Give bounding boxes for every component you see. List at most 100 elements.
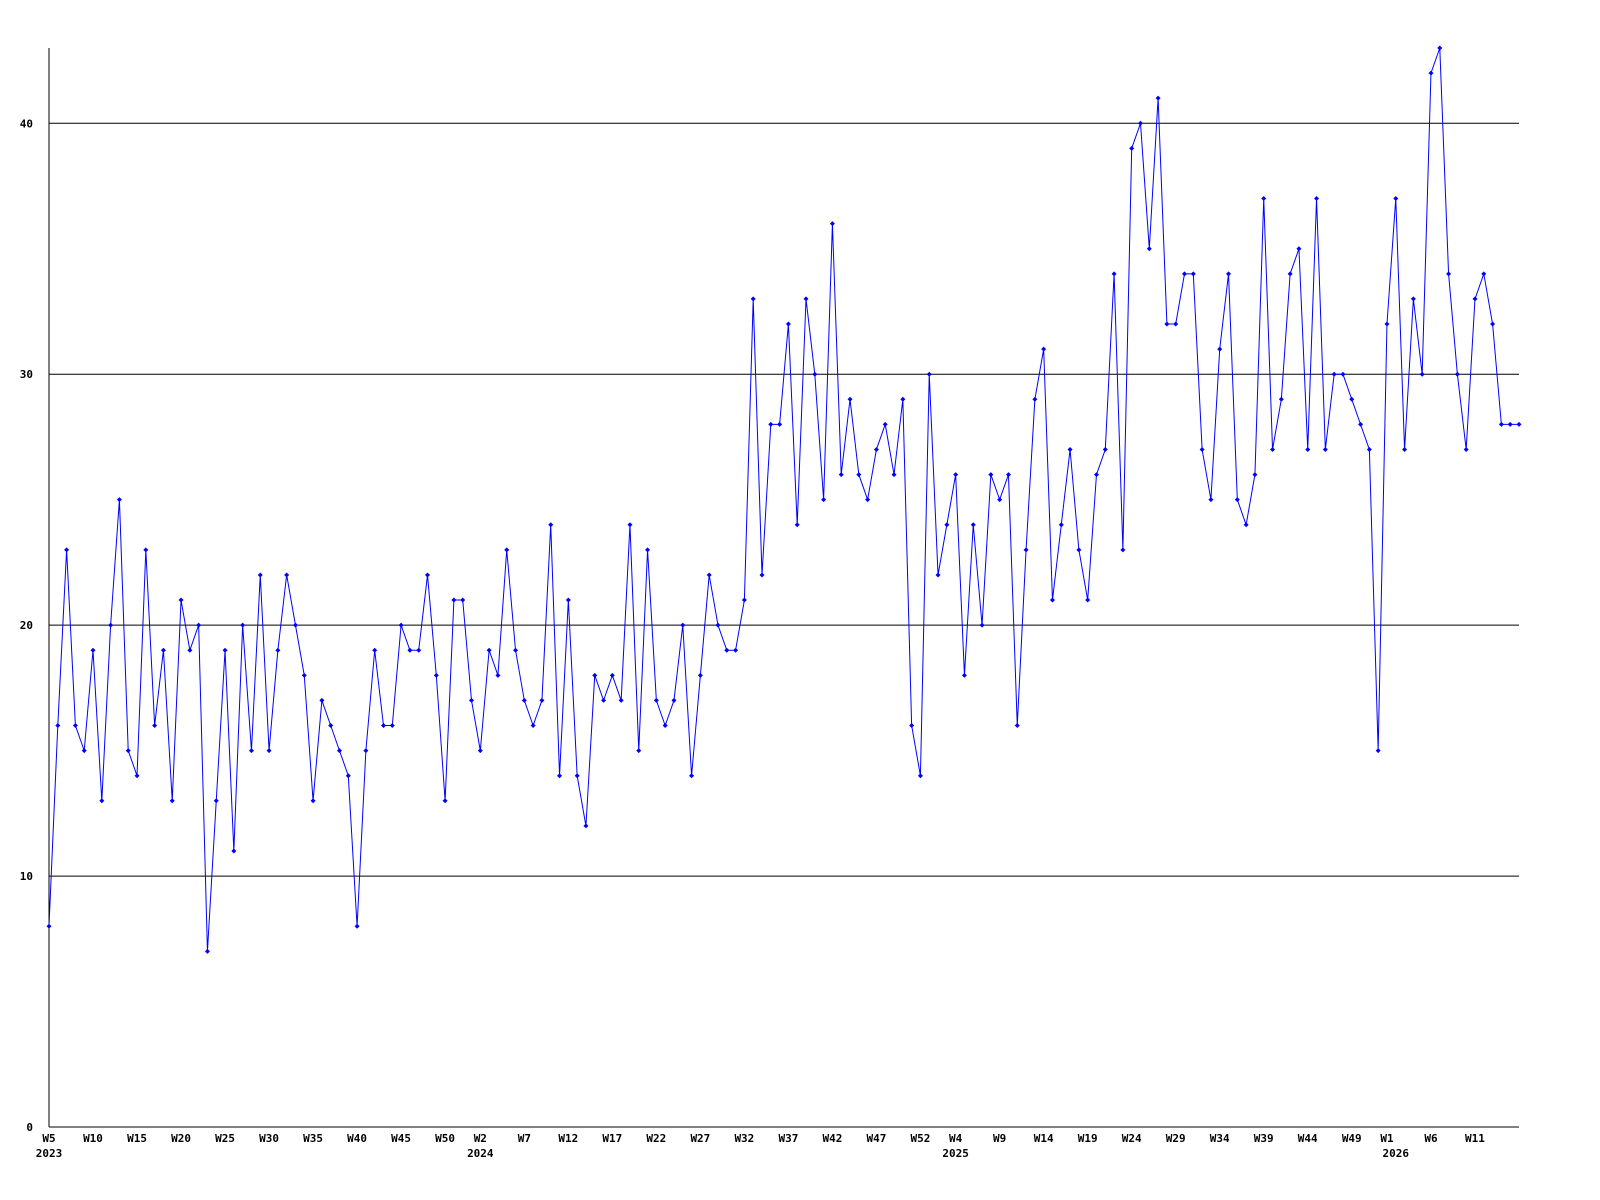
data-point <box>372 647 378 653</box>
data-point <box>134 773 140 779</box>
data-point <box>645 547 651 553</box>
data-point <box>1085 597 1091 603</box>
data-point <box>196 622 202 628</box>
data-point <box>425 572 431 578</box>
data-point <box>1129 145 1135 151</box>
data-point <box>284 572 290 578</box>
x-tick-label: W39 <box>1254 1132 1274 1145</box>
data-point <box>143 547 149 553</box>
data-point <box>433 672 439 678</box>
x-year-label: 2025 <box>942 1147 969 1160</box>
x-tick-label: W20 <box>171 1132 191 1145</box>
data-point <box>1137 120 1143 126</box>
data-point <box>46 923 52 929</box>
data-point <box>1331 371 1337 377</box>
data-point <box>1252 472 1258 478</box>
data-point <box>970 522 976 528</box>
data-point <box>116 497 122 503</box>
data-point <box>1155 95 1161 101</box>
x-tick-label: W9 <box>993 1132 1006 1145</box>
y-tick-label: 30 <box>20 368 33 381</box>
data-point <box>213 798 219 804</box>
data-point <box>1366 446 1372 452</box>
data-point <box>750 296 756 302</box>
data-point <box>1005 472 1011 478</box>
data-point <box>944 522 950 528</box>
data-point <box>1217 346 1223 352</box>
data-point <box>812 371 818 377</box>
data-point <box>1014 723 1020 729</box>
x-year-label: 2026 <box>1383 1147 1410 1160</box>
data-point <box>1358 421 1364 427</box>
data-point <box>1146 246 1152 252</box>
data-point <box>900 396 906 402</box>
data-point <box>460 597 466 603</box>
data-point <box>108 622 114 628</box>
data-point <box>336 748 342 754</box>
data-point <box>557 773 563 779</box>
data-point <box>1261 196 1267 202</box>
data-point <box>521 697 527 703</box>
data-point <box>1243 522 1249 528</box>
data-point <box>891 472 897 478</box>
data-line <box>48 47 1519 952</box>
data-point <box>548 522 554 528</box>
data-point <box>319 697 325 703</box>
data-point <box>248 748 254 754</box>
data-point <box>636 748 642 754</box>
x-tick-label: W7 <box>518 1132 531 1145</box>
data-point <box>72 723 78 729</box>
x-tick-label: W10 <box>83 1132 103 1145</box>
data-point <box>1023 547 1029 553</box>
x-tick-label: W42 <box>822 1132 842 1145</box>
data-point <box>1208 497 1214 503</box>
x-tick-label: W12 <box>558 1132 578 1145</box>
data-point <box>909 723 915 729</box>
data-point <box>680 622 686 628</box>
data-point <box>345 773 351 779</box>
data-point <box>1490 321 1496 327</box>
x-year-label: 2023 <box>36 1147 63 1160</box>
data-point <box>1481 271 1487 277</box>
data-point <box>1314 196 1320 202</box>
data-point <box>733 647 739 653</box>
x-tick-label: W44 <box>1298 1132 1318 1145</box>
data-point <box>486 647 492 653</box>
data-point <box>380 723 386 729</box>
data-point <box>389 723 395 729</box>
data-point <box>416 647 422 653</box>
x-tick-label: W6 <box>1424 1132 1438 1145</box>
data-point <box>240 622 246 628</box>
x-tick-label: W5 <box>42 1132 55 1145</box>
data-point <box>178 597 184 603</box>
x-tick-label: W17 <box>602 1132 622 1145</box>
data-point <box>64 547 70 553</box>
x-tick-label: W35 <box>303 1132 323 1145</box>
data-point <box>495 672 501 678</box>
data-point <box>504 547 510 553</box>
data-point <box>169 798 175 804</box>
data-point <box>1472 296 1478 302</box>
data-point <box>1049 597 1055 603</box>
data-point <box>328 723 334 729</box>
data-point <box>601 697 607 703</box>
data-point <box>1226 271 1232 277</box>
data-point <box>1454 371 1460 377</box>
data-point <box>530 723 536 729</box>
data-point <box>1076 547 1082 553</box>
data-point <box>1270 446 1276 452</box>
data-point <box>1322 446 1328 452</box>
data-point <box>1173 321 1179 327</box>
data-point <box>706 572 712 578</box>
data-point <box>1507 421 1513 427</box>
data-point <box>354 923 360 929</box>
data-point <box>310 798 316 804</box>
data-point <box>1032 396 1038 402</box>
data-point <box>152 723 158 729</box>
data-point <box>222 647 228 653</box>
data-point <box>697 672 703 678</box>
data-point <box>873 446 879 452</box>
data-point <box>917 773 923 779</box>
